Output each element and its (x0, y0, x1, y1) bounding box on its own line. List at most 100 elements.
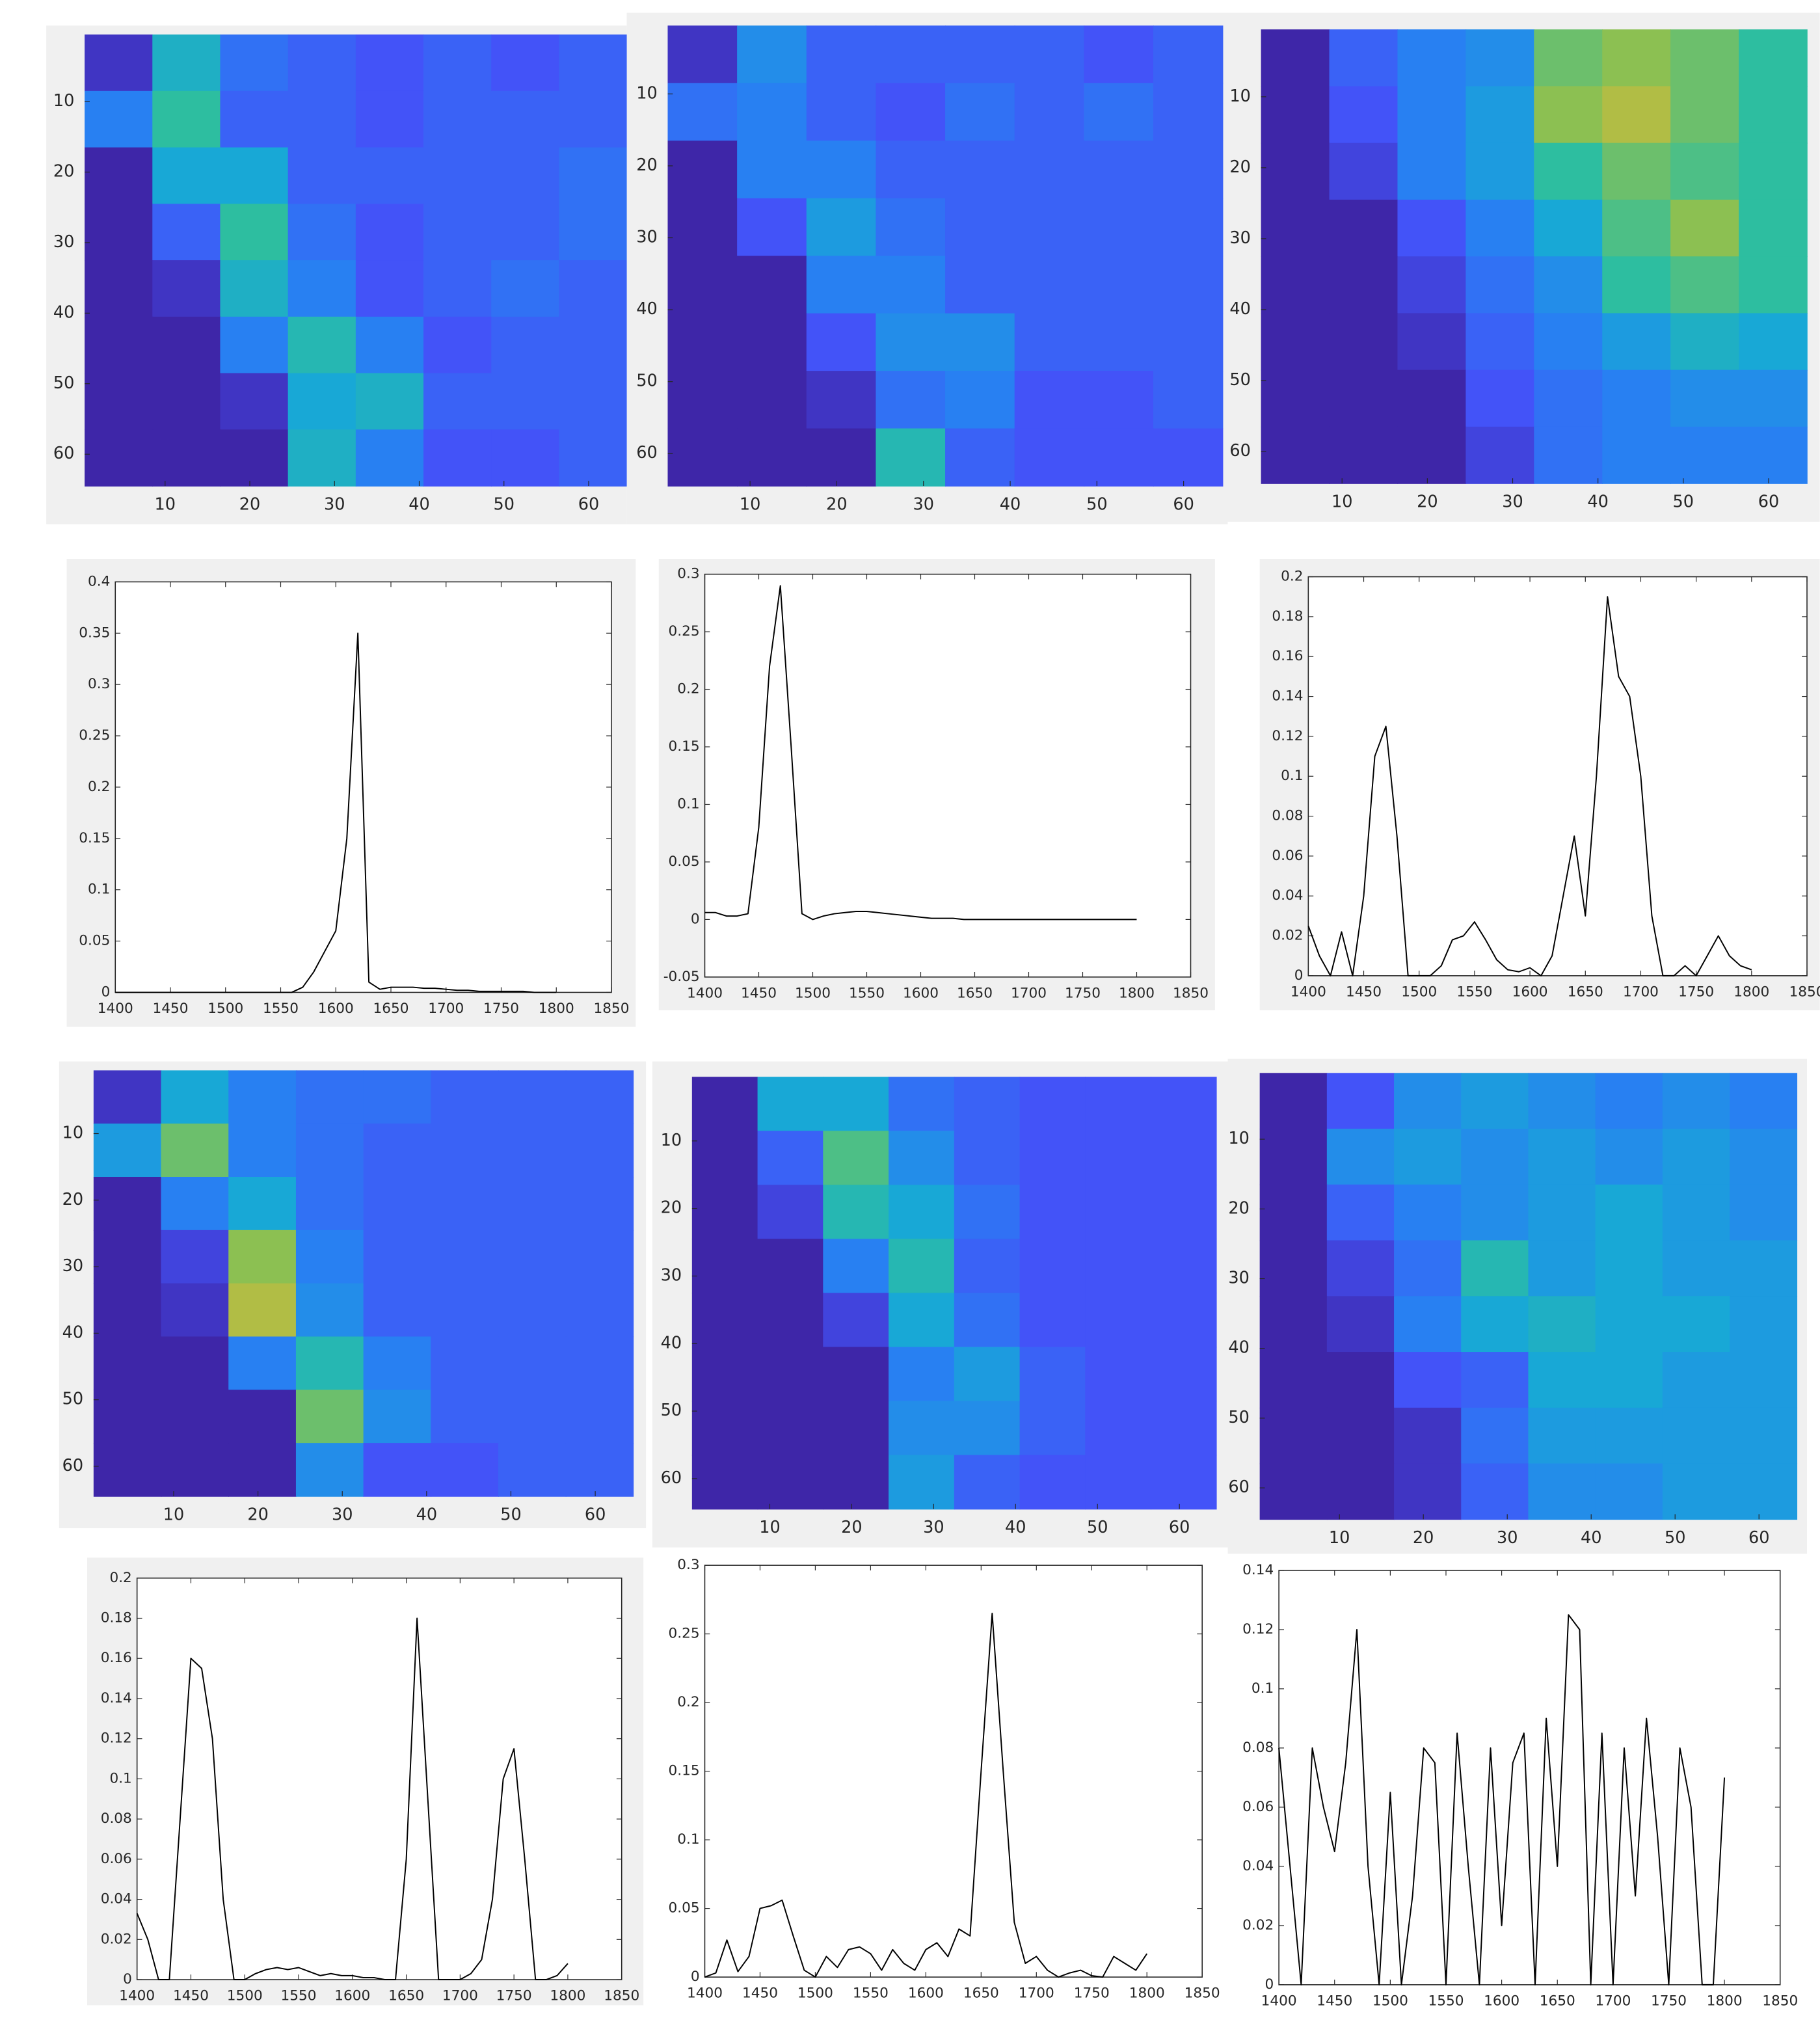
heatmap-cell (806, 198, 877, 256)
x-tick-label: 1550 (849, 985, 885, 1001)
heatmap-cell (363, 1336, 432, 1391)
y-tick-label: 0.08 (101, 1810, 132, 1827)
heatmap-cell (423, 373, 492, 431)
x-tick-label: 1850 (593, 1001, 629, 1017)
heatmap-cell (1739, 199, 1808, 257)
heatmap-cell (757, 1239, 824, 1294)
panel: 10 20 30 40 50 60 10 20 30 40 50 60 (1227, 12, 1820, 522)
heatmap-cell (1326, 1184, 1395, 1241)
heatmap-cell (806, 25, 877, 84)
heatmap-cell (491, 90, 560, 148)
heatmap-cell (806, 256, 877, 314)
x-tick-label: 10 (1329, 1528, 1350, 1548)
x-tick-label: 1600 (318, 1001, 354, 1017)
y-tick-label: 0.14 (1242, 1562, 1274, 1578)
heatmap-cell (1326, 1240, 1395, 1297)
heatmap-cell (1730, 1129, 1798, 1185)
x-tick-label: 1600 (908, 1985, 944, 2002)
x-tick-label: 1450 (742, 1985, 778, 2002)
heatmap-cell (1259, 1240, 1328, 1297)
heatmap-cell (945, 428, 1015, 487)
heatmap-cell (667, 371, 738, 429)
heatmap-cell (889, 1347, 955, 1402)
x-tick-label: 1850 (1789, 984, 1820, 1000)
heatmap-cell (1084, 428, 1154, 487)
x-tick-label: 1800 (1733, 984, 1769, 1000)
x-tick-label: 10 (759, 1518, 781, 1537)
x-tick-label: 40 (416, 1505, 438, 1524)
heatmap-cell (1151, 1239, 1217, 1294)
heatmap-cell (1085, 1185, 1151, 1240)
heatmap-cell (1739, 256, 1808, 314)
heatmap-cell (691, 1185, 758, 1240)
heatmap-cell (876, 256, 946, 314)
heatmap-cell (85, 373, 154, 431)
x-tick-label: 60 (1758, 492, 1780, 512)
panel: 10 20 30 40 50 60 10 20 30 40 50 60 (1227, 1058, 1807, 1554)
y-tick-label: 0.05 (669, 854, 700, 870)
y-tick-label: 0.18 (1272, 608, 1303, 625)
heatmap-cell (93, 1283, 162, 1338)
heatmap-cell (295, 1177, 364, 1231)
heatmap-cell (85, 316, 154, 374)
heatmap-cell (1019, 1131, 1086, 1186)
x-tick-label: 20 (1413, 1528, 1434, 1548)
y-tick-label: 0.04 (1272, 887, 1303, 904)
x-tick-label: 1500 (1401, 984, 1437, 1000)
y-tick-label: 0.18 (101, 1609, 132, 1626)
x-tick-label: 1800 (539, 1001, 574, 1017)
spectrum-line (1307, 596, 1752, 976)
x-tick-label: 1450 (173, 1988, 209, 2004)
heatmap-cell (295, 1070, 364, 1124)
heatmap-cell (1085, 1347, 1151, 1402)
heatmap-cell (152, 204, 221, 261)
heatmap-cell (431, 1283, 499, 1338)
x-tick-label: 60 (585, 1505, 606, 1524)
heatmap-cell (876, 83, 946, 142)
x-tick-label: 40 (408, 494, 430, 514)
heatmap-cell (954, 1455, 1021, 1510)
heatmap-cell (161, 1336, 230, 1391)
y-tick-label: 30 (661, 1265, 682, 1285)
heatmap-cell (152, 34, 221, 92)
heatmap-cell (498, 1336, 567, 1391)
heatmap-cell (220, 147, 289, 205)
x-tick-label: 60 (1169, 1518, 1190, 1537)
spectrum-line (115, 632, 557, 993)
heatmap-cell (667, 198, 738, 256)
heatmap-cell (85, 429, 154, 487)
heatmap-cell (1739, 313, 1808, 371)
x-tick-label: 1700 (1019, 1985, 1054, 2002)
heatmap-cell (823, 1293, 889, 1348)
y-tick-label: 0.06 (1242, 1799, 1274, 1815)
x-tick-label: 50 (1665, 1528, 1686, 1548)
heatmap-cell (288, 34, 356, 92)
heatmap-cell (1394, 1463, 1462, 1520)
x-tick-label: 50 (500, 1505, 522, 1524)
heatmap-cell (1528, 1240, 1596, 1297)
heatmap-cell (1528, 1296, 1596, 1352)
heatmap-cell (423, 147, 492, 205)
y-tick-label: 0.02 (1272, 928, 1303, 944)
heatmap-cell (228, 1443, 297, 1497)
heatmap-cell (1261, 86, 1330, 144)
heatmap-cell (1662, 1240, 1730, 1297)
heatmap-cell (363, 1443, 432, 1497)
heatmap-cell (876, 371, 946, 429)
heatmap-cell (1534, 313, 1603, 371)
heatmap-cell (228, 1336, 297, 1391)
heatmap-cell (1151, 1293, 1217, 1348)
heatmap-cell (295, 1123, 364, 1177)
heatmap-cell (954, 1131, 1021, 1186)
heatmap-cell (1326, 1073, 1395, 1129)
y-tick-label: 0.25 (669, 1626, 700, 1642)
heatmap-cell (1739, 142, 1808, 200)
heatmap-cell (1528, 1463, 1596, 1520)
heatmap-cell (954, 1293, 1021, 1348)
panel: 1400 1450 1500 1550 1600 1650 1700 1750 1800 1850… (87, 1557, 644, 2006)
x-tick-label: 1700 (1623, 984, 1659, 1000)
heatmap-cell (1670, 86, 1739, 144)
heatmap-cell (1084, 256, 1154, 314)
